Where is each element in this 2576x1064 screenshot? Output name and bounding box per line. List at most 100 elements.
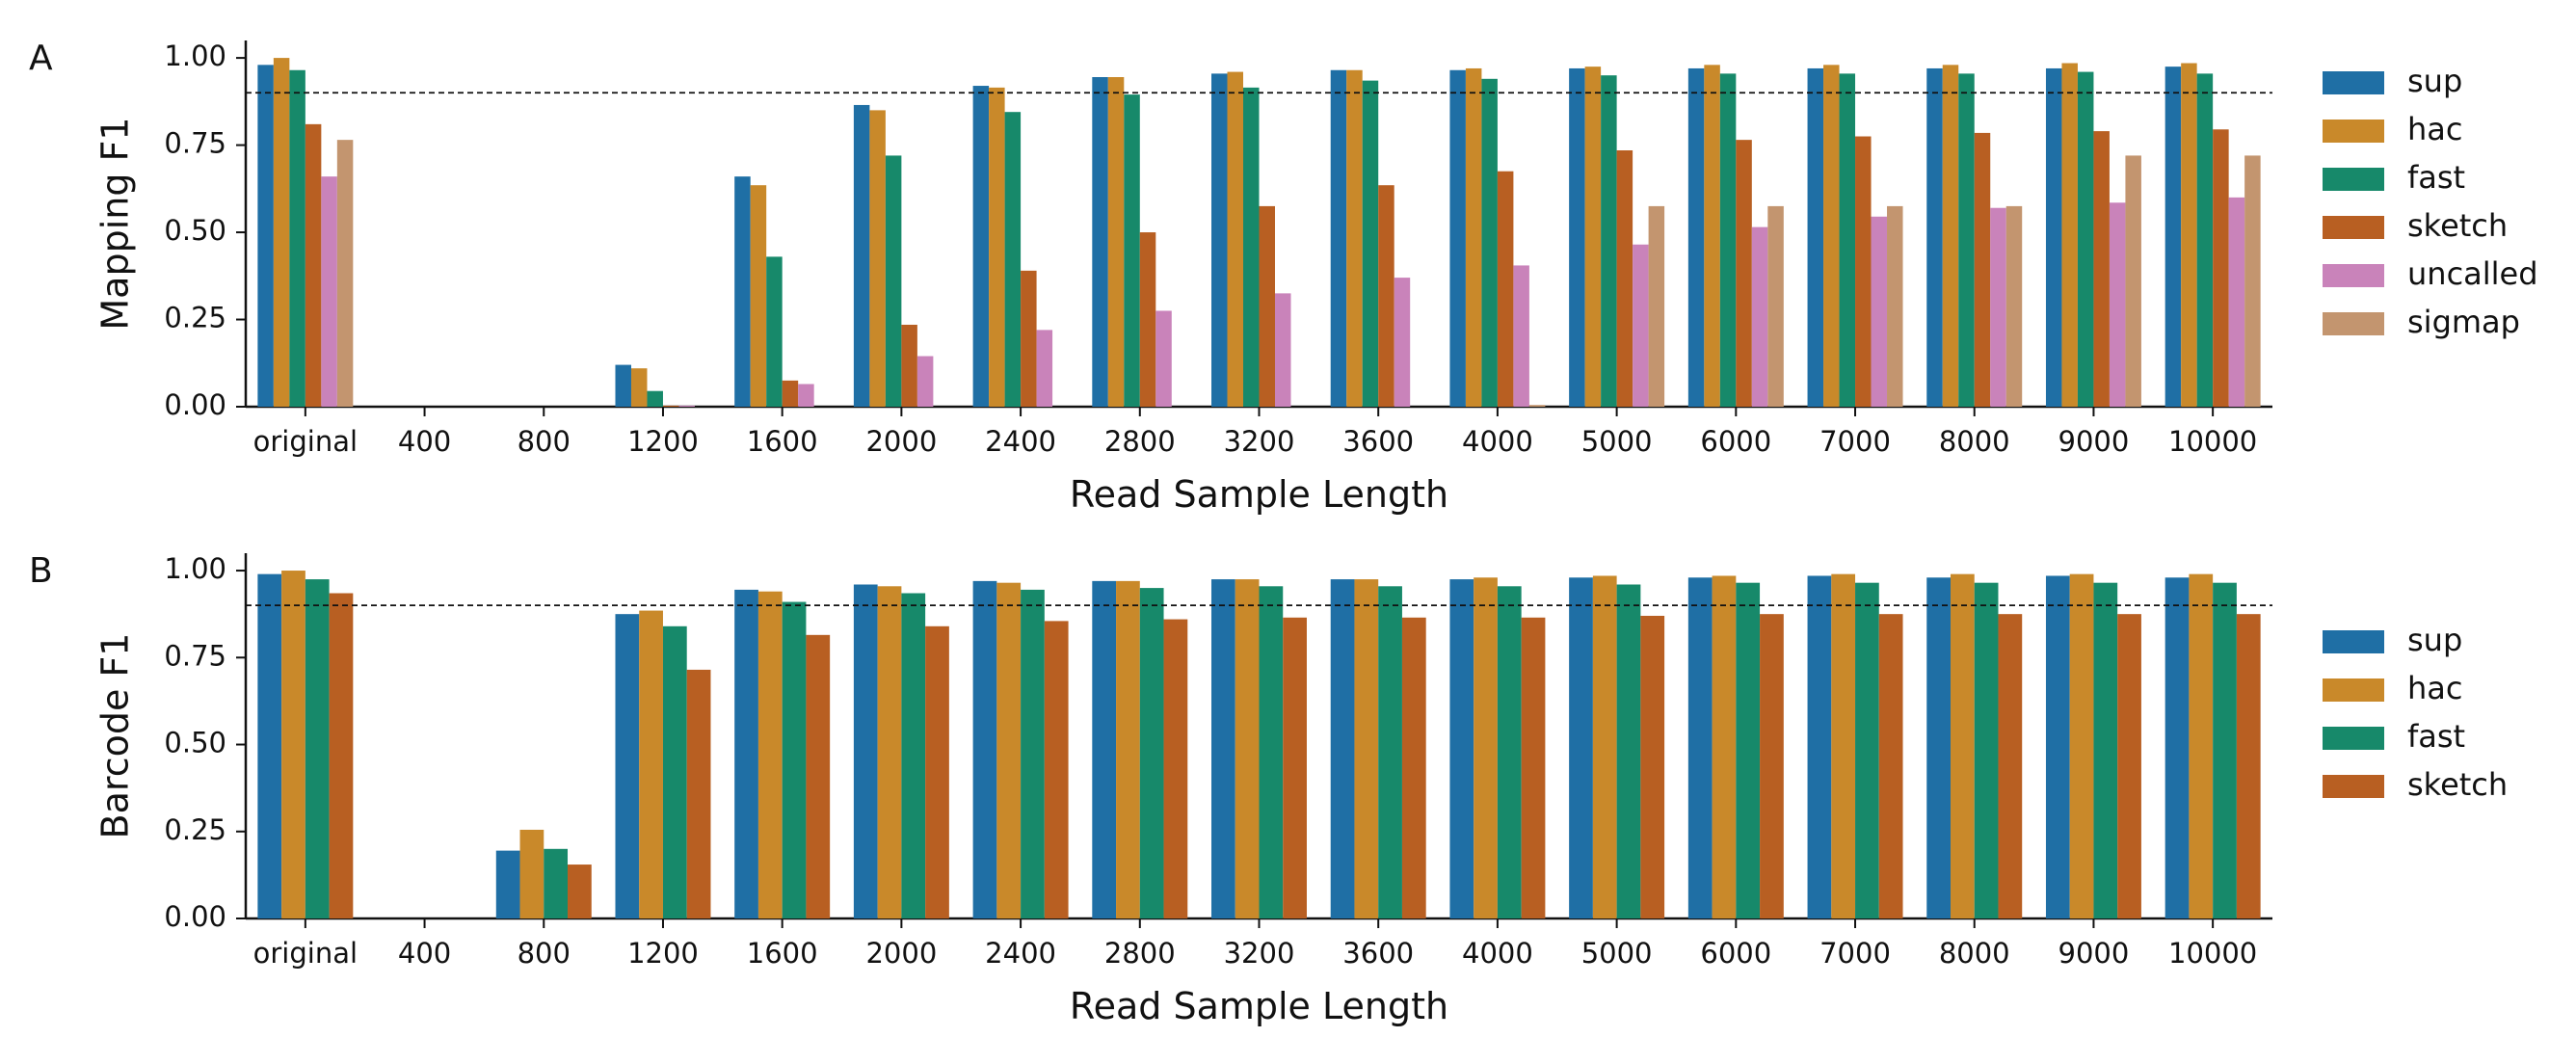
bar-sketch-10000 [2213,129,2229,408]
x-tick-label: 1200 [627,425,699,458]
bar-sigmap-8000 [2005,205,2023,407]
bar-fast-9000 [2093,582,2118,918]
bar-fast-9000 [2077,71,2094,408]
bar-sigmap-7000 [1887,205,1903,407]
bar-fast-5000 [1616,584,1641,918]
bar-sketch-original [329,593,354,918]
bar-sketch-9000 [2117,614,2141,918]
x-tick-label: 6000 [1700,425,1771,458]
y-axis-label: Mapping F1 [94,117,137,330]
x-tick-label: 1600 [747,937,818,970]
x-tick-label: 3600 [1342,937,1414,970]
x-tick-label: 4000 [1462,425,1533,458]
bar-hac-4000 [1474,577,1498,918]
bar-uncalled-3600 [1394,278,1411,407]
bar-sigmap-9000 [2125,155,2141,407]
x-tick-label: 3200 [1224,937,1295,970]
x-tick-label: 8000 [1939,425,2010,458]
bar-hac-original [273,58,290,407]
legend-label-hac: hac [2407,111,2462,147]
bar-fast-4000 [1481,78,1498,408]
bar-fast-1600 [782,601,807,918]
bar-uncalled-6000 [1751,226,1768,407]
bar-sketch-2000 [901,324,917,407]
bar-sup-9000 [2045,67,2062,407]
bar-uncalled-2400 [1036,330,1053,407]
bar-uncalled-1200 [678,405,695,407]
bar-sup-6000 [1687,67,1705,407]
bar-hac-800 [519,829,544,918]
bar-hac-6000 [1704,65,1720,407]
bar-fast-3200 [1243,87,1260,407]
legend-swatch-hac [2323,678,2384,702]
legend-swatch-uncalled [2323,264,2384,287]
legend-label-fast: fast [2407,159,2465,196]
bar-fast-3600 [1362,80,1379,407]
bar-sup-original [257,573,282,918]
bar-sup-3600 [1330,579,1355,918]
bar-hac-2000 [877,586,902,918]
bar-sup-2400 [972,580,997,918]
legend-swatch-sigmap [2323,312,2384,335]
bar-hac-7000 [1831,573,1856,918]
chart-panel-a: A 0.00 0.25 0.50 0.75 1.00 Mapping F1 original 4… [29,39,2538,516]
x-axis-label: Read Sample Length [1070,985,1448,1027]
legend-swatch-hac [2323,120,2384,143]
y-tick-label: 0.50 [164,727,226,759]
x-tick-label: 8000 [1939,937,2010,970]
legend-label-sketch: sketch [2407,766,2508,803]
bar-uncalled-10000 [2228,197,2245,407]
bar-sup-4000 [1449,69,1466,407]
bar-sigmap-6000 [1767,205,1784,407]
bar-sup-2000 [853,104,870,407]
bar-fast-6000 [1719,73,1737,407]
bar-fast-6000 [1736,582,1761,918]
bar-fast-3200 [1259,586,1284,918]
bar-sup-4000 [1449,579,1474,918]
panel-label: B [29,551,53,591]
bar-sup-original [257,65,274,407]
bar-uncalled-4000 [1513,265,1529,407]
x-tick-label: 7000 [1819,425,1891,458]
bar-sup-1600 [734,176,751,407]
bar-sup-7000 [1807,67,1824,407]
bar-uncalled-3200 [1274,293,1291,407]
bar-hac-1600 [757,591,783,918]
bar-hac-2800 [1116,580,1140,918]
bar-hac-3200 [1235,579,1260,918]
bar-fast-7000 [1855,582,1879,918]
bar-sketch-800 [568,864,592,918]
bar-hac-1600 [750,185,767,407]
x-tick-label: 800 [518,937,571,970]
legend-swatch-sup [2323,71,2384,94]
bar-fast-2000 [885,155,902,407]
legend-swatch-fast [2323,168,2384,191]
x-tick-label: 2400 [985,937,1056,970]
bar-sigmap-4000 [1528,405,1546,407]
bar-hac-5000 [1592,575,1617,918]
y-axis-label: Barcode F1 [94,633,137,839]
bar-hac-1200 [630,368,648,407]
x-tick-label: 5000 [1581,937,1653,970]
bar-sketch-6000 [1760,614,1784,918]
x-tick-label: 2000 [865,937,937,970]
bar-hac-1200 [639,610,663,918]
bar-fast-4000 [1497,586,1522,918]
legend-label-sup: sup [2407,63,2462,99]
x-tick-label: 7000 [1819,937,1891,970]
y-tick-label: 0.00 [164,388,226,421]
bar-hac-4000 [1465,67,1482,407]
x-tick-label: 2800 [1104,937,1176,970]
bar-sketch-1200 [662,405,679,407]
x-tick-label: 10000 [2168,937,2257,970]
x-tick-label: 1200 [627,937,699,970]
bar-sup-3200 [1211,579,1235,918]
y-tick-label: 1.00 [164,552,226,585]
bar-sketch-2000 [925,625,949,918]
bar-sup-800 [495,850,520,918]
bar-hac-2800 [1107,77,1125,407]
legend-label-sigmap: sigmap [2407,304,2520,340]
x-tick-label: 10000 [2168,425,2257,458]
y-tick-label: 0.00 [164,900,226,933]
bar-sup-3200 [1211,73,1228,407]
